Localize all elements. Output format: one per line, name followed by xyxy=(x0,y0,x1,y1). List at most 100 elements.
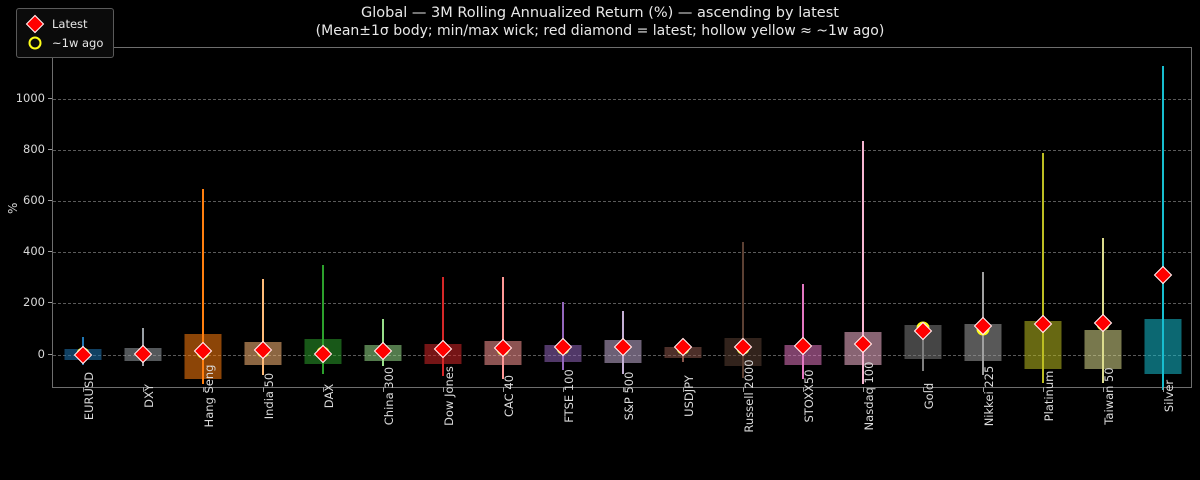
candle-dxy xyxy=(113,48,173,392)
candle-wick xyxy=(262,279,264,375)
x-tick-label-dxy: DXY xyxy=(142,384,156,408)
y-tick-mark xyxy=(48,251,52,253)
x-tick-mark xyxy=(143,387,144,392)
candle-s-p-500 xyxy=(593,48,653,392)
x-tick-label-platinum: Platinum xyxy=(1042,370,1056,422)
candle-wick xyxy=(502,277,504,379)
y-tick-mark xyxy=(48,353,52,355)
chart-title: Global — 3M Rolling Annualized Return (%… xyxy=(0,4,1200,40)
y-tick-mark xyxy=(48,200,52,202)
x-tick-mark xyxy=(323,387,324,392)
x-tick-mark xyxy=(803,387,804,392)
candle-wick xyxy=(1042,152,1044,383)
candle-ftse-100 xyxy=(533,48,593,392)
y-tick-label-5: 1000 xyxy=(15,91,45,106)
candle-nasdaq-100 xyxy=(833,48,893,392)
legend-item-week-ago: ~1w ago xyxy=(24,33,103,52)
x-tick-label-dow-jones: Dow Jones xyxy=(442,366,456,426)
candle-wick xyxy=(742,242,744,378)
y-tick-label-4: 800 xyxy=(23,142,45,157)
x-tick-mark xyxy=(203,387,204,392)
x-tick-mark xyxy=(383,387,384,392)
candle-russell-2000 xyxy=(713,48,773,392)
x-tick-mark xyxy=(983,387,984,392)
candle-silver xyxy=(1133,48,1193,392)
x-tick-mark xyxy=(923,387,924,392)
x-tick-label-usdjpy: USDJPY xyxy=(682,375,696,417)
y-tick-label-0: 0 xyxy=(37,346,45,361)
candle-taiwan-50 xyxy=(1073,48,1133,392)
chart-legend: Latest ~1w ago xyxy=(16,8,115,58)
x-tick-label-russell-2000: Russell 2000 xyxy=(742,359,756,433)
gridline xyxy=(53,201,1191,203)
x-tick-mark xyxy=(623,387,624,392)
candle-wick xyxy=(442,276,444,377)
legend-item-latest: Latest xyxy=(24,14,103,34)
candle-wick xyxy=(322,264,324,374)
candle-hang-seng xyxy=(173,48,233,392)
chart-subtitle: (Mean±1σ body; min/max wick; red diamond… xyxy=(315,23,885,39)
candle-india-50 xyxy=(233,48,293,392)
x-tick-mark xyxy=(263,387,264,392)
x-tick-mark xyxy=(503,387,504,392)
y-tick-label-1: 200 xyxy=(23,295,45,310)
x-tick-mark xyxy=(863,387,864,392)
gridline xyxy=(53,150,1191,152)
candle-wick xyxy=(1102,238,1104,383)
candle-wick xyxy=(562,302,564,370)
candle-wick xyxy=(862,141,864,384)
y-tick-mark xyxy=(48,302,52,304)
gridline xyxy=(53,252,1191,254)
x-tick-mark xyxy=(1043,387,1044,392)
x-tick-label-gold: Gold xyxy=(922,382,936,410)
x-tick-label-silver: Silver xyxy=(1162,379,1176,413)
hollow-yellow-circle-icon xyxy=(24,33,46,52)
x-tick-mark xyxy=(1163,387,1164,392)
candle-dow-jones xyxy=(413,48,473,392)
y-tick-label-3: 600 xyxy=(23,193,45,208)
candle-dax xyxy=(293,48,353,392)
x-tick-label-china-300: China 300 xyxy=(382,366,396,426)
candle-body xyxy=(1144,318,1182,374)
candle-gold xyxy=(893,48,953,392)
gridline xyxy=(53,303,1191,305)
x-tick-label-s-p-500: S&P 500 xyxy=(622,371,636,421)
candle-wick xyxy=(1162,65,1164,391)
legend-label-week-ago: ~1w ago xyxy=(52,35,104,50)
gridline xyxy=(53,99,1191,101)
plot-area xyxy=(52,47,1193,392)
candle-eurusd xyxy=(53,48,113,392)
legend-label-latest: Latest xyxy=(52,16,88,31)
x-tick-label-nasdaq-100: Nasdaq 100 xyxy=(862,361,876,431)
candle-body xyxy=(1084,330,1122,369)
candle-wick xyxy=(802,284,804,379)
candle-china-300 xyxy=(353,48,413,392)
x-tick-label-hang-seng: Hang Seng xyxy=(202,364,216,428)
x-tick-mark xyxy=(1103,387,1104,392)
x-tick-label-india-50: India 50 xyxy=(262,372,276,420)
candle-wick xyxy=(202,188,204,384)
x-tick-label-stoxx50: STOXX50 xyxy=(802,369,816,423)
y-tick-mark xyxy=(48,98,52,100)
x-tick-label-eurusd: EURUSD xyxy=(82,371,96,421)
x-tick-mark xyxy=(563,387,564,392)
x-tick-mark xyxy=(743,387,744,392)
y-tick-label-2: 400 xyxy=(23,244,45,259)
latest-marker xyxy=(1153,265,1173,285)
x-tick-mark xyxy=(83,387,84,392)
x-tick-label-dax: DAX xyxy=(322,383,336,409)
y-tick-mark xyxy=(48,149,52,151)
y-axis-label: % xyxy=(6,202,20,214)
chart-title-line-1: Global — 3M Rolling Annualized Return (%… xyxy=(361,5,839,21)
x-tick-label-nikkei-225: Nikkei 225 xyxy=(982,365,996,427)
candle-platinum xyxy=(1013,48,1073,392)
candle-stoxx50 xyxy=(773,48,833,392)
x-tick-label-taiwan-50: Taiwan 50 xyxy=(1102,367,1116,425)
x-tick-mark xyxy=(683,387,684,392)
x-tick-label-ftse-100: FTSE 100 xyxy=(562,369,576,423)
x-tick-label-cac-40: CAC 40 xyxy=(502,374,516,418)
candle-cac-40 xyxy=(473,48,533,392)
candle-nikkei-225 xyxy=(953,48,1013,392)
x-tick-mark xyxy=(443,387,444,392)
